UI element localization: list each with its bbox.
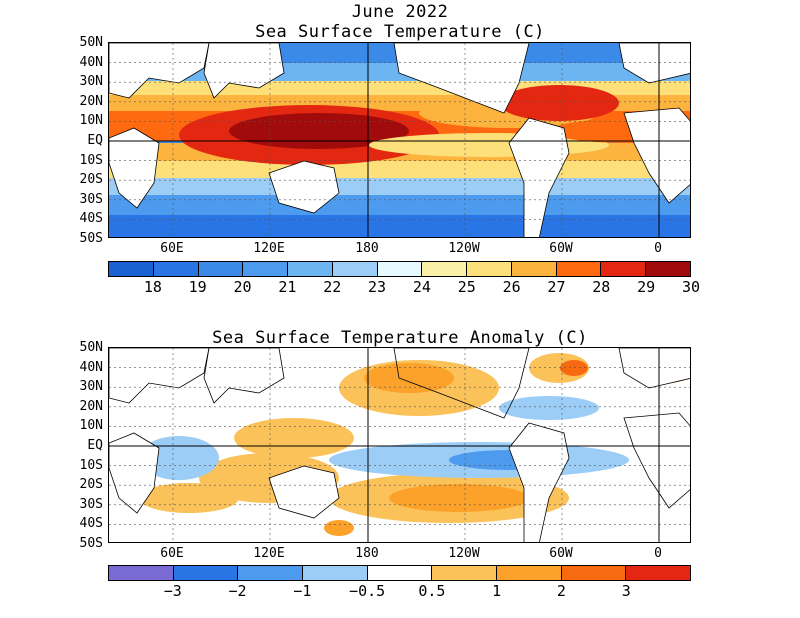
anomaly-colorbar-swatch bbox=[238, 566, 304, 580]
sst-colorbar-swatch bbox=[153, 262, 199, 276]
anomaly-colorbar-swatch bbox=[367, 566, 433, 580]
anomaly-colorbar-swatch bbox=[173, 566, 239, 580]
anomaly-lon-label: 120W bbox=[448, 546, 480, 561]
sst-lat-label: 50S bbox=[79, 231, 103, 246]
sst-colorbar-tick: 25 bbox=[457, 278, 476, 296]
anomaly-colorbar-swatch bbox=[432, 566, 498, 580]
sst-colorbar-swatch bbox=[467, 262, 512, 276]
anomaly-lat-label: 50S bbox=[79, 536, 103, 551]
anomaly-lat-label: 20N bbox=[79, 398, 103, 414]
sst-lat-label: 20S bbox=[79, 172, 103, 188]
sst-colorbar-swatch bbox=[332, 262, 378, 276]
sst-lat-label: 50N bbox=[79, 35, 103, 50]
sst-lat-label: 20N bbox=[79, 93, 103, 109]
anomaly-colorbar-swatch bbox=[497, 566, 562, 580]
sst-lat-label: 30S bbox=[79, 191, 103, 207]
sst-colorbar-tick: 27 bbox=[547, 278, 566, 296]
sst-colorbar-swatch bbox=[601, 262, 647, 276]
sst-map bbox=[108, 42, 691, 238]
sst-lat-label: 30N bbox=[79, 74, 103, 90]
anomaly-colorbar-tick: −2 bbox=[228, 582, 247, 600]
sst-lon-label: 120W bbox=[448, 241, 480, 256]
sst-colorbar-swatch bbox=[646, 262, 690, 276]
sst-lat-label: 10N bbox=[79, 113, 103, 129]
anomaly-lat-label: 10S bbox=[79, 457, 103, 473]
anomaly-colorbar-tick: 2 bbox=[556, 582, 566, 600]
sst-colorbar-swatch bbox=[288, 262, 333, 276]
sst-colorbar-tick: 28 bbox=[592, 278, 611, 296]
anomaly-colorbar-tick: −1 bbox=[293, 582, 312, 600]
sst-colorbar-tick: 20 bbox=[233, 278, 252, 296]
sst-colorbar-swatch bbox=[198, 262, 244, 276]
anomaly-lat-label: 10N bbox=[79, 418, 103, 434]
sst-lat-label: 40N bbox=[79, 54, 103, 70]
sst-colorbar-tick: 26 bbox=[502, 278, 521, 296]
map-title-line1: June 2022 bbox=[351, 2, 449, 22]
sst-lat-label: 40S bbox=[79, 211, 103, 227]
anomaly-lat-label: 50N bbox=[79, 340, 103, 355]
sst-colorbar-tick: 21 bbox=[278, 278, 297, 296]
anomaly-lon-label: 60E bbox=[160, 546, 184, 561]
sst-lon-label: 120E bbox=[253, 241, 285, 256]
sst-lon-label: 0 bbox=[654, 241, 662, 256]
anomaly-lat-label: 20S bbox=[79, 477, 103, 493]
sst-colorbar-tick: 30 bbox=[681, 278, 701, 296]
anomaly-lat-label: 30S bbox=[79, 496, 103, 512]
sst-lon-label: 60E bbox=[160, 241, 184, 256]
anomaly-colorbar-tick: 1 bbox=[492, 582, 502, 600]
sst-map-canvas bbox=[109, 43, 690, 237]
sst-lat-label: 10S bbox=[79, 152, 103, 168]
anomaly-colorbar-tick: 0.5 bbox=[418, 582, 446, 600]
anomaly-map bbox=[108, 347, 691, 543]
sst-colorbar-tick: 23 bbox=[368, 278, 387, 296]
anomaly-colorbar-swatch bbox=[561, 566, 627, 580]
sst-colorbar-swatch bbox=[109, 262, 154, 276]
sst-colorbar-tick: 29 bbox=[637, 278, 656, 296]
anomaly-lat-label: 40N bbox=[79, 359, 103, 375]
sst-lat-label: EQ bbox=[87, 133, 103, 148]
sst-colorbar-tick: 22 bbox=[323, 278, 342, 296]
anomaly-lat-label: 30N bbox=[79, 379, 103, 395]
anomaly-map-canvas bbox=[109, 348, 690, 542]
sst-colorbar-tick: 18 bbox=[143, 278, 162, 296]
anomaly-colorbar bbox=[108, 565, 691, 581]
anomaly-lat-label: EQ bbox=[87, 438, 103, 453]
anomaly-title: Sea Surface Temperature Anomaly (C) bbox=[212, 328, 588, 348]
anomaly-lon-label: 180 bbox=[355, 546, 379, 561]
anomaly-lon-label: 0 bbox=[654, 546, 662, 561]
sst-colorbar-swatch bbox=[377, 262, 423, 276]
sst-colorbar bbox=[108, 261, 691, 277]
sst-colorbar-swatch bbox=[422, 262, 468, 276]
sst-colorbar-swatch bbox=[243, 262, 289, 276]
sst-lon-label: 180 bbox=[355, 241, 379, 256]
anomaly-lat-label: 40S bbox=[79, 516, 103, 532]
anomaly-lon-label: 60W bbox=[549, 546, 573, 561]
map-title-line2: Sea Surface Temperature (C) bbox=[255, 22, 545, 42]
anomaly-colorbar-swatch bbox=[109, 566, 174, 580]
anomaly-colorbar-swatch bbox=[626, 566, 691, 580]
sst-colorbar-tick: 24 bbox=[412, 278, 431, 296]
sst-colorbar-swatch bbox=[556, 262, 602, 276]
sst-colorbar-tick: 19 bbox=[188, 278, 207, 296]
sst-lon-label: 60W bbox=[549, 241, 573, 256]
anomaly-colorbar-tick: −0.5 bbox=[349, 582, 386, 600]
anomaly-lon-label: 120E bbox=[253, 546, 285, 561]
anomaly-colorbar-tick: 3 bbox=[621, 582, 631, 600]
anomaly-colorbar-swatch bbox=[303, 566, 368, 580]
sst-colorbar-swatch bbox=[511, 262, 557, 276]
anomaly-colorbar-tick: −3 bbox=[163, 582, 182, 600]
